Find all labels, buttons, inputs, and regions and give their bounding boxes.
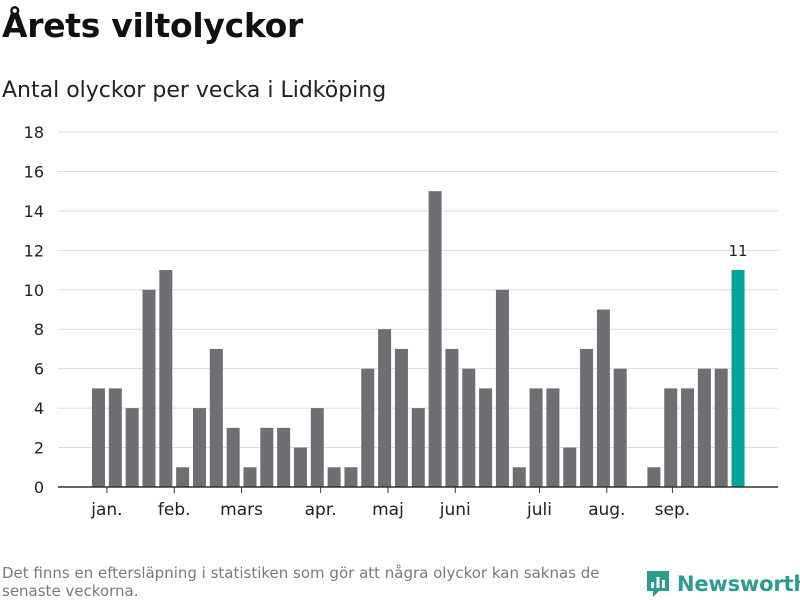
bar: [176, 467, 190, 487]
bar: [108, 388, 122, 487]
newsworthy-logo-icon: [647, 571, 669, 597]
data-label: 11: [728, 242, 747, 260]
chart-subtitle: Antal olyckor per vecka i Lidköping: [2, 78, 387, 103]
y-tick-label: 12: [24, 241, 44, 260]
y-tick-label: 14: [24, 202, 44, 221]
brand-logo: Newsworthy: [645, 568, 800, 600]
bar: [243, 467, 257, 487]
x-tick-label: maj: [372, 500, 404, 520]
bar: [445, 348, 459, 487]
bar: [529, 388, 543, 487]
bar: [327, 467, 341, 487]
x-tick-label: apr.: [305, 500, 337, 520]
bar: [293, 447, 307, 487]
x-tick-label: sep.: [655, 500, 691, 520]
bar: [159, 270, 173, 487]
bar-chart: 0 2 4 6 8 10 12 14 16 18 jan. feb. mars apr. maj juni ju…: [24, 123, 778, 520]
bar: [92, 388, 105, 487]
bar: [647, 467, 661, 487]
bar: [125, 408, 139, 487]
bar: [428, 191, 442, 488]
y-tick-label: 18: [24, 123, 44, 142]
x-tick-label: feb.: [158, 500, 191, 520]
chart-title: Årets viltolyckor: [2, 6, 303, 45]
bar: [512, 467, 526, 487]
y-tick-label: 16: [24, 162, 44, 181]
y-tick-label: 10: [24, 281, 44, 300]
bar: [378, 329, 392, 487]
x-tick-label: juli: [526, 500, 552, 520]
bar: [209, 348, 223, 487]
bar: [361, 368, 375, 487]
bar: [394, 348, 408, 487]
bar: [714, 368, 728, 487]
bar: [546, 388, 560, 487]
bar: [226, 427, 240, 487]
bar: [142, 289, 156, 487]
bar: [664, 388, 678, 487]
x-tick-label: juni: [439, 500, 471, 520]
bar: [479, 388, 493, 487]
bar: [681, 388, 695, 487]
x-tick-label: jan.: [90, 500, 122, 520]
bar: [596, 309, 610, 487]
bar: [411, 408, 425, 487]
bar: [495, 289, 509, 487]
bar: [277, 427, 291, 487]
bar: [731, 270, 745, 487]
y-tick-label: 8: [34, 320, 44, 339]
brand-name: Newsworthy: [677, 572, 800, 596]
bar: [580, 348, 594, 487]
bar: [563, 447, 577, 487]
bar: [462, 368, 476, 487]
x-tick-label: aug.: [588, 500, 625, 520]
y-tick-label: 4: [34, 399, 44, 418]
y-tick-label: 2: [34, 439, 44, 458]
bar: [613, 368, 627, 487]
bar: [697, 368, 711, 487]
footnote: Det finns en eftersläpning i statistiken…: [2, 564, 600, 600]
bar: [260, 427, 274, 487]
bar: [344, 467, 358, 487]
x-tick-label: mars: [220, 500, 263, 520]
bar: [310, 408, 324, 487]
bar: [192, 408, 206, 487]
y-tick-label: 6: [34, 360, 44, 379]
y-tick-label: 0: [34, 478, 44, 497]
